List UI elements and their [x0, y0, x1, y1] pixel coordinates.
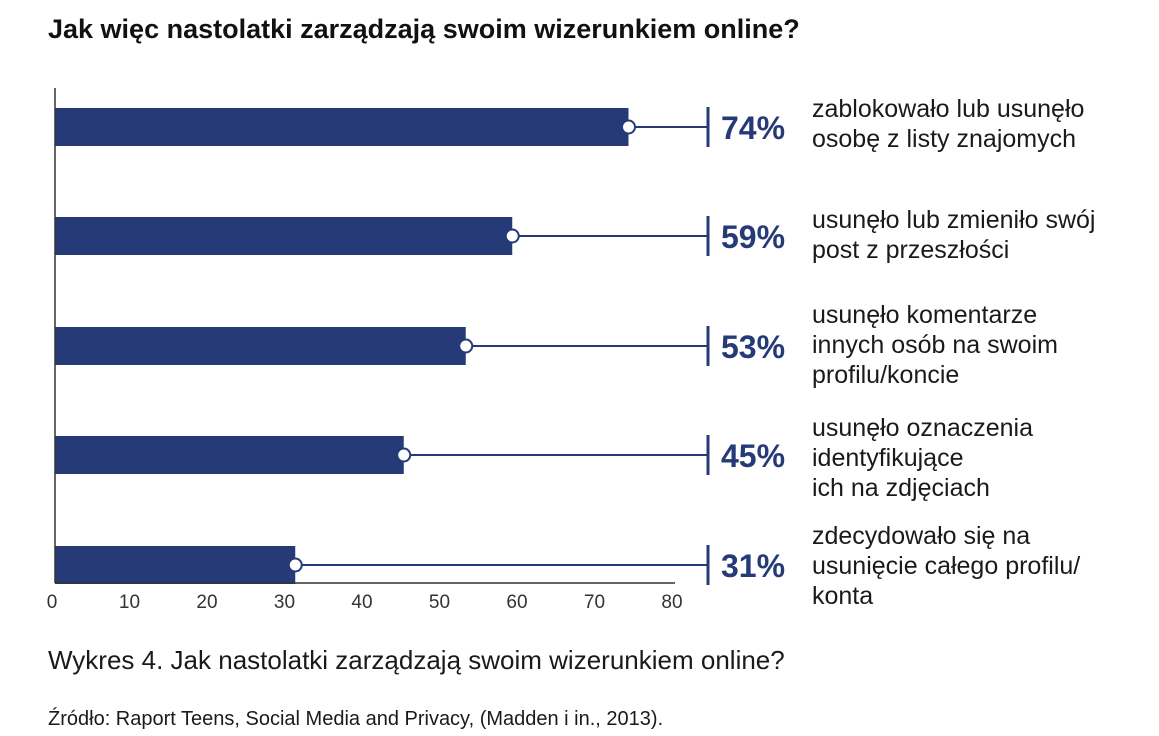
- x-tick-label-0: 0: [47, 592, 58, 613]
- figure-caption: Wykres 4. Jak nastolatki zarządzają swoi…: [48, 645, 785, 675]
- source-note: Źródło: Raport Teens, Social Media and P…: [48, 708, 664, 730]
- bar-4: [55, 436, 404, 474]
- x-tick-label-20: 20: [196, 592, 217, 613]
- bar-3: [55, 327, 466, 365]
- chart-title: Jak więc nastolatki zarządzają swoim wiz…: [48, 14, 800, 44]
- value-label-5: 31%: [721, 548, 785, 584]
- x-tick-label-80: 80: [661, 592, 682, 613]
- bar-end-marker-3: [458, 338, 474, 354]
- bar-end-marker-5: [287, 557, 303, 573]
- value-label-2: 59%: [721, 219, 785, 255]
- bar-2: [55, 217, 513, 255]
- bar-5: [55, 546, 296, 584]
- value-label-3: 53%: [721, 329, 785, 365]
- bar-1: [55, 108, 629, 146]
- category-label-5: zdecydowało się na usunięcie całego prof…: [812, 522, 1081, 610]
- category-label-4: usunęło oznaczenia identyfikujące ich na…: [812, 414, 1033, 502]
- category-label-3: usunęło komentarze innych osób na swoim …: [812, 301, 1058, 389]
- bars-layer: 74% 59% 53% 45% 31%: [55, 107, 785, 585]
- bar-end-marker-2: [504, 228, 520, 244]
- x-tick-label-50: 50: [429, 592, 450, 613]
- value-label-4: 45%: [721, 438, 785, 474]
- bar-end-marker-1: [621, 119, 636, 135]
- category-label-1: zablokowało lub usunęło osobę z listy zn…: [812, 95, 1085, 153]
- bar-chart: 74% 59% 53% 45% 31% 0 10 20 30 40 50 60 70 80: [47, 88, 785, 613]
- ticks-layer: 0 10 20 30 40 50 60 70 80: [47, 592, 683, 613]
- x-tick-label-30: 30: [274, 592, 295, 613]
- x-tick-label-70: 70: [584, 592, 605, 613]
- category-label-2: usunęło lub zmieniło swój post z przeszł…: [812, 206, 1096, 264]
- bar-end-marker-4: [396, 447, 412, 463]
- x-tick-label-40: 40: [351, 592, 372, 613]
- value-label-1: 74%: [721, 110, 785, 146]
- x-tick-label-10: 10: [119, 592, 140, 613]
- x-tick-label-60: 60: [506, 592, 527, 613]
